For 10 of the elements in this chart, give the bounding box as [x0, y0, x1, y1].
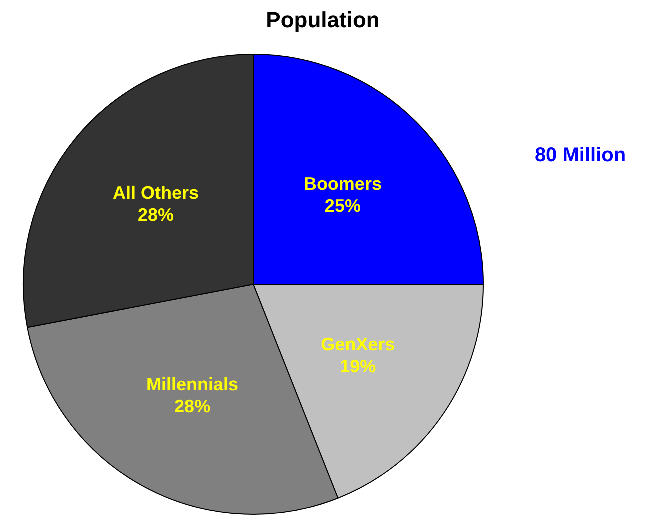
data-label: 25%	[324, 196, 361, 216]
slice-label: Millennials	[146, 374, 239, 394]
text: 80 Million	[534, 144, 626, 166]
chart-title: Population	[266, 8, 380, 32]
data-label: 19%	[340, 356, 376, 377]
slice-label: Boomers	[304, 174, 382, 194]
slice-label: All Others	[113, 182, 200, 203]
slice-label: GenXers	[321, 334, 396, 355]
data-label: 28%	[138, 204, 174, 225]
data-label: 28%	[174, 396, 211, 416]
